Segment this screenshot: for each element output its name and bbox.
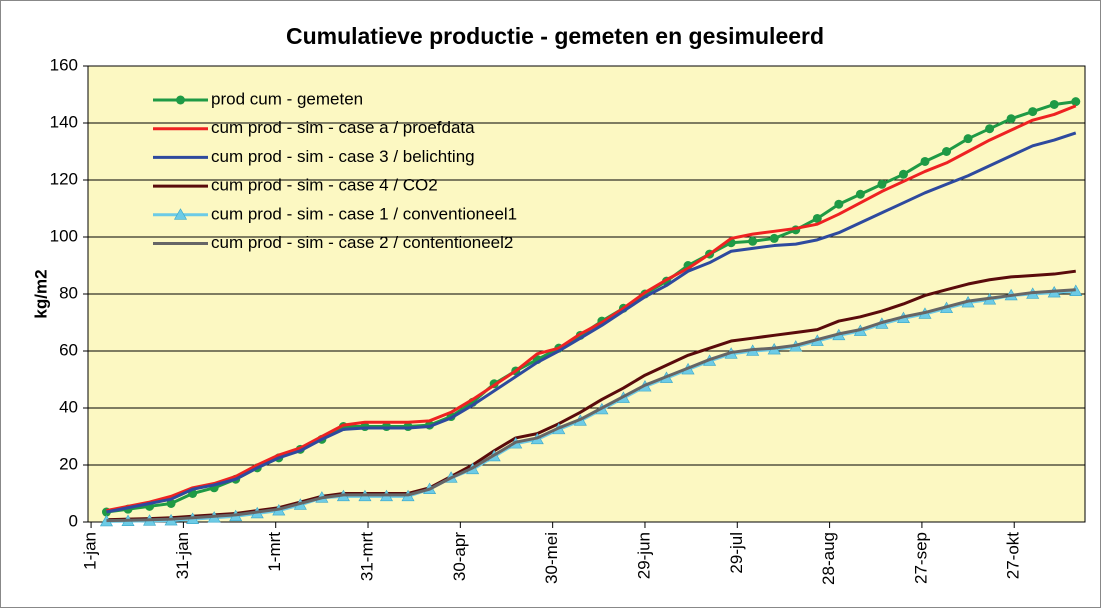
x-tick-label: 29-jul — [727, 532, 746, 574]
y-tick-label: 160 — [50, 55, 78, 74]
point — [748, 236, 758, 246]
series-line — [106, 131, 1077, 514]
point — [176, 95, 185, 105]
x-tick-label: 31-jan — [173, 532, 192, 579]
y-tick-label: 20 — [59, 454, 78, 473]
legend-label: prod cum - gemeten — [211, 89, 363, 108]
x-tick-label: 31-mrt — [358, 532, 377, 581]
point — [1028, 107, 1038, 117]
legend-label: cum prod - sim - case 1 / conventioneel1 — [211, 204, 517, 223]
point — [834, 199, 844, 209]
point — [812, 213, 822, 223]
y-tick-label: 40 — [59, 397, 78, 416]
legend-label: cum prod - sim - case a / proefdata — [211, 118, 475, 137]
x-tick-label: 1-jan — [81, 532, 100, 570]
chart-title: Cumulatieve productie - gemeten en gesim… — [286, 23, 824, 49]
point — [920, 156, 930, 166]
y-tick-label: 100 — [50, 226, 78, 245]
x-tick-label: 30-mei — [542, 532, 561, 584]
point — [173, 208, 188, 220]
point — [985, 124, 995, 134]
series-line — [106, 288, 1076, 523]
y-tick-label: 140 — [50, 112, 78, 131]
x-tick-label: 30-apr — [450, 532, 469, 581]
point — [877, 179, 887, 189]
x-tick-label: 27-okt — [1004, 532, 1023, 580]
point — [855, 189, 865, 199]
point — [166, 498, 176, 508]
plot-border — [87, 65, 1086, 523]
point — [1071, 97, 1081, 107]
point — [898, 169, 908, 179]
point — [963, 134, 973, 144]
y-tick-label: 80 — [59, 283, 78, 302]
y-tick-label: 120 — [50, 169, 78, 188]
x-tick-label: 27-sep — [911, 532, 930, 584]
x-tick-label: 29-jun — [634, 532, 653, 579]
point — [1006, 114, 1016, 124]
y-tick-label: 60 — [59, 340, 78, 359]
series-line — [106, 104, 1077, 513]
x-tick-label: 28-aug — [819, 532, 838, 585]
legend-label: cum prod - sim - case 3 / belichting — [211, 147, 475, 166]
point — [942, 147, 952, 156]
y-tick-label: 0 — [69, 511, 78, 530]
point — [1049, 99, 1059, 109]
legend-label: cum prod - sim - case 4 / CO2 — [211, 176, 438, 195]
y-axis-label: kg/m2 — [31, 269, 50, 318]
x-tick-label: 1-mrt — [265, 532, 284, 572]
point — [769, 233, 779, 243]
legend-label: cum prod - sim - case 2 / contentioneel2 — [211, 233, 513, 252]
